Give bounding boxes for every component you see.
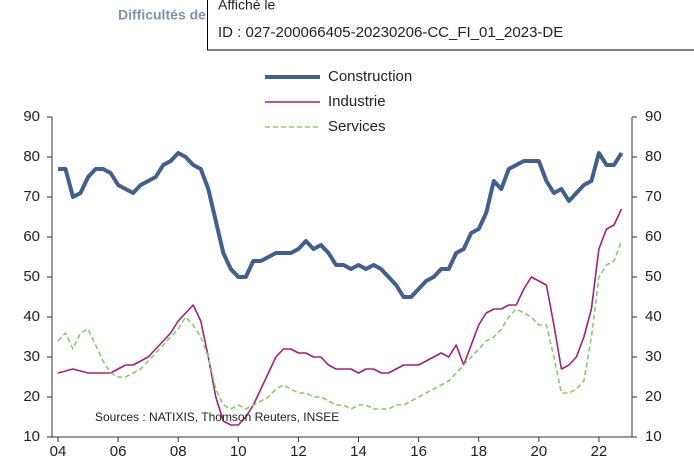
y2-tick-label: 90 (645, 108, 662, 125)
legend-label: Construction (328, 68, 412, 85)
y2-tick-label: 50 (645, 268, 662, 285)
stamp-line: Affiché le (218, 0, 276, 13)
y2-tick-label: 20 (645, 388, 662, 405)
y-tick-label: 30 (23, 348, 40, 365)
y2-tick-label: 80 (645, 148, 662, 165)
x-tick-label: 20 (530, 443, 547, 460)
stamp-id: ID : 027-200066405-20230206-CC_FI_01_202… (218, 24, 563, 41)
y-tick-label: 10 (23, 428, 40, 445)
series-line (58, 151, 624, 299)
x-tick-label: 16 (410, 443, 427, 460)
x-tick-label: 06 (110, 443, 127, 460)
x-tick-label: 10 (230, 443, 247, 460)
y2-tick-label: 40 (645, 308, 662, 325)
x-tick-label: 14 (350, 443, 367, 460)
legend-label: Services (328, 118, 386, 135)
y2-tick-label: 30 (645, 348, 662, 365)
y2-tick-label: 70 (645, 188, 662, 205)
x-tick-label: 18 (470, 443, 487, 460)
y-tick-label: 50 (23, 268, 40, 285)
y-tick-label: 80 (23, 148, 40, 165)
stamp-box (207, 0, 694, 51)
series-line (57, 208, 623, 426)
x-tick-label: 04 (50, 443, 67, 460)
x-tick-label: 12 (290, 443, 307, 460)
y-tick-label: 90 (23, 108, 40, 125)
y2-tick-label: 10 (645, 428, 662, 445)
legend-label: Industrie (328, 93, 386, 110)
x-tick-label: 08 (170, 443, 187, 460)
y-tick-label: 70 (23, 188, 40, 205)
y-tick-label: 40 (23, 308, 40, 325)
y2-tick-label: 60 (645, 228, 662, 245)
y-tick-label: 20 (23, 388, 40, 405)
x-tick-label: 22 (591, 443, 608, 460)
y-tick-label: 60 (23, 228, 40, 245)
series-line (57, 240, 623, 410)
source-note: Sources : NATIXIS, Thomson Reuters, INSE… (95, 410, 339, 424)
